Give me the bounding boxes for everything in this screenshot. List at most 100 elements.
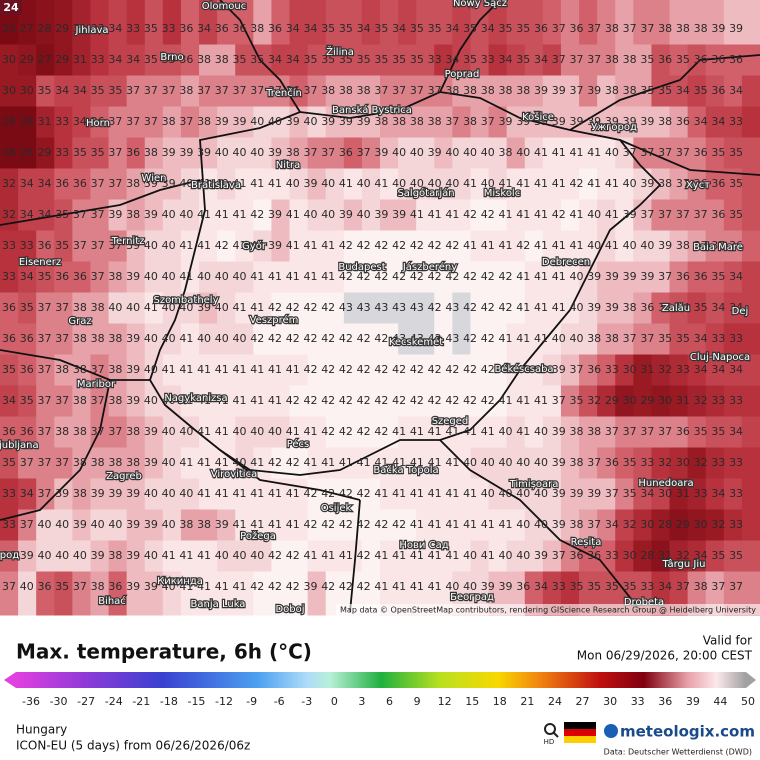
temperature-value: 37 <box>587 456 601 469</box>
temperature-value: 34 <box>37 177 51 190</box>
temperature-cell <box>542 0 562 45</box>
temperature-value: 33 <box>640 580 654 593</box>
temperature-value: 41 <box>286 487 300 500</box>
temperature-value: 34 <box>445 53 459 66</box>
temperature-value: 37 <box>55 332 69 345</box>
temperature-cell <box>0 571 19 616</box>
temperature-value: 38 <box>91 580 105 593</box>
temperature-cell <box>705 323 725 355</box>
temperature-value: 42 <box>268 549 282 562</box>
temperature-cell <box>271 385 291 417</box>
temperature-cell <box>488 44 508 76</box>
neighbor-borders <box>0 0 760 613</box>
temperature-cell <box>271 44 291 76</box>
temperature-value: 39 <box>552 115 566 128</box>
colorbar-label: 36 <box>658 695 672 708</box>
temperature-value: 42 <box>428 301 442 314</box>
temperature-cell <box>524 447 544 479</box>
temperature-value: 40 <box>162 580 176 593</box>
temperature-cell <box>36 354 55 386</box>
temperature-cell <box>723 385 743 417</box>
temperature-cell <box>36 230 55 262</box>
zoom-icon[interactable] <box>544 723 556 735</box>
temperature-value: 38 <box>658 22 672 35</box>
city-label: Jászberény <box>402 261 457 273</box>
temperature-value: 41 <box>392 425 406 438</box>
temperature-cell <box>615 354 634 386</box>
temperature-value: 28 <box>640 549 654 562</box>
temperature-value: 34 <box>605 518 619 531</box>
temperature-value: 39 <box>587 84 601 97</box>
temperature-value: 39 <box>215 115 229 128</box>
temperature-value: 36 <box>73 270 87 283</box>
temperature-value: 33 <box>711 332 725 345</box>
temperature-cell <box>452 106 471 138</box>
temperature-cell <box>343 323 363 355</box>
temperature-value: 33 <box>729 487 743 500</box>
temperature-cell <box>542 509 562 541</box>
temperature-cell <box>741 354 760 386</box>
temperature-cell <box>615 44 634 76</box>
temperature-cell <box>506 540 526 572</box>
temperature-value: 41 <box>250 363 264 376</box>
temperature-cell <box>723 199 743 231</box>
temperature-value: 38 <box>108 456 122 469</box>
temperature-value: 40 <box>569 270 583 283</box>
temperature-value: 37 <box>410 84 424 97</box>
temperature-value: 42 <box>303 487 317 500</box>
temperature-cell <box>705 137 725 169</box>
temperature-cell <box>434 230 453 262</box>
temperature-cell <box>307 137 327 169</box>
temperature-value: 40 <box>179 425 193 438</box>
temperature-value: 41 <box>215 425 229 438</box>
temperature-cell <box>687 199 707 231</box>
temperature-value: 39 <box>73 518 87 531</box>
temperature-cell <box>542 540 562 572</box>
temperature-cell <box>398 75 417 107</box>
city-label: Budapest <box>338 262 385 273</box>
temperature-cell <box>36 44 55 76</box>
temperature-cell <box>597 354 616 386</box>
temperature-cell <box>217 447 236 479</box>
temperature-cell <box>470 168 490 200</box>
temperature-value: 41 <box>197 177 211 190</box>
temperature-value: 41 <box>215 580 229 593</box>
temperature-value: 41 <box>410 549 424 562</box>
temperature-value: 39 <box>552 518 566 531</box>
temperature-value: 34 <box>658 580 672 593</box>
temperature-value: 36 <box>711 208 725 221</box>
temperature-cell <box>741 106 760 138</box>
temperature-cell <box>235 199 254 231</box>
temperature-cell <box>90 447 110 479</box>
colorbar-labels: -36 -30 -27 -24 -21 -18 -15 -12 -9 -6 -3 0 3 6 9 12 15 18… <box>22 695 755 708</box>
temperature-value: 35 <box>676 53 690 66</box>
temperature-cell <box>705 106 725 138</box>
temperature-value: 39 <box>126 518 140 531</box>
temperature-value: 41 <box>303 549 317 562</box>
temperature-cell <box>0 44 19 76</box>
temperature-cell <box>524 75 544 107</box>
temperature-cell <box>579 261 598 293</box>
temperature-value: 41 <box>233 394 247 407</box>
temperature-cell <box>452 385 471 417</box>
temperature-value: 41 <box>339 456 353 469</box>
brand[interactable]: meteologix.com <box>620 723 755 741</box>
temperature-cell <box>560 478 580 510</box>
temperature-cell <box>144 168 164 200</box>
temperature-cell <box>126 230 146 262</box>
city-label: Bratislava <box>191 180 241 191</box>
temperature-cell <box>54 416 73 448</box>
temperature-cell <box>162 571 182 616</box>
temperature-value: 38 <box>658 177 672 190</box>
temperature-cell <box>705 416 725 448</box>
temperature-value: 34 <box>711 301 725 314</box>
temperature-cell <box>90 106 110 138</box>
temperature-cell <box>506 199 526 231</box>
temperature-value: 42 <box>374 270 388 283</box>
temperature-cell <box>72 354 91 386</box>
temperature-cell <box>307 75 327 107</box>
temperature-cell <box>380 44 399 76</box>
temperature-cell <box>723 478 743 510</box>
temperature-value: 33 <box>729 456 743 469</box>
temperature-value: 39 <box>162 146 176 159</box>
